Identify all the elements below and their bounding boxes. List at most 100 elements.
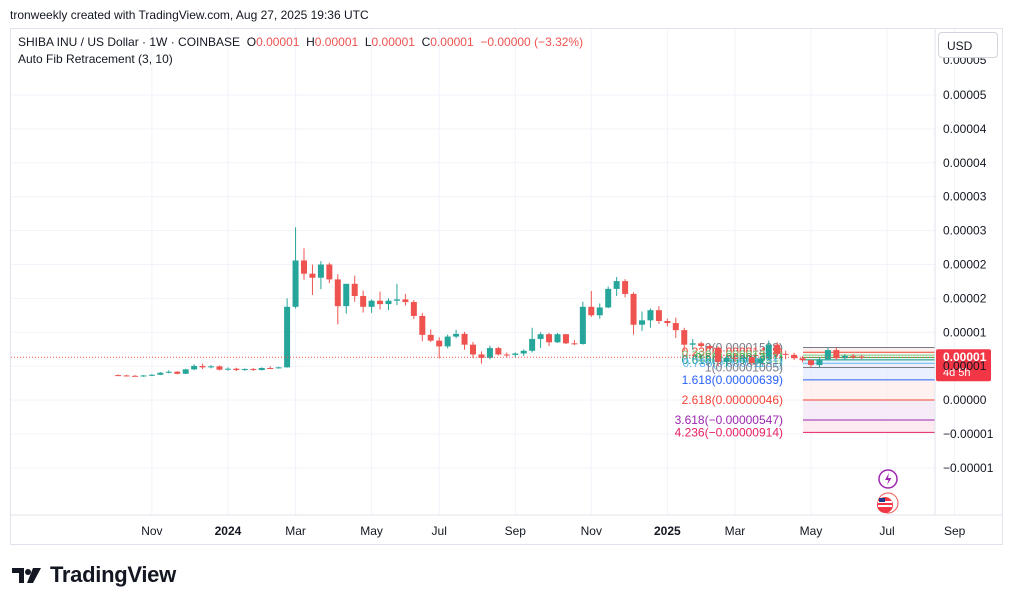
candle[interactable]: [740, 354, 747, 364]
candle[interactable]: [537, 332, 544, 349]
candle[interactable]: [765, 340, 772, 360]
candle[interactable]: [250, 368, 257, 371]
candle[interactable]: [148, 374, 155, 377]
candle[interactable]: [410, 300, 417, 319]
candle[interactable]: [427, 329, 434, 342]
candle[interactable]: [123, 374, 130, 377]
candle[interactable]: [368, 299, 375, 313]
candle[interactable]: [529, 327, 536, 353]
candle[interactable]: [512, 352, 519, 358]
candle[interactable]: [748, 355, 755, 365]
candle[interactable]: [326, 262, 333, 284]
candle[interactable]: [258, 367, 265, 371]
candle[interactable]: [706, 344, 713, 350]
candle-body: [402, 299, 409, 303]
candle[interactable]: [385, 298, 392, 311]
candle[interactable]: [655, 306, 662, 324]
candle-body: [799, 358, 806, 361]
candle-body: [833, 350, 840, 359]
currency-button[interactable]: USD: [938, 32, 998, 58]
candle[interactable]: [165, 370, 172, 374]
candle[interactable]: [757, 356, 764, 367]
candle[interactable]: [224, 367, 231, 371]
candle[interactable]: [816, 357, 823, 368]
candle[interactable]: [393, 283, 400, 306]
candle[interactable]: [140, 375, 147, 377]
tradingview-logo[interactable]: TradingView: [12, 562, 176, 588]
candle[interactable]: [639, 311, 645, 331]
candle[interactable]: [850, 354, 857, 359]
candle[interactable]: [360, 290, 367, 313]
candle[interactable]: [275, 366, 282, 369]
candle[interactable]: [301, 248, 307, 280]
candle[interactable]: [436, 337, 443, 359]
candle[interactable]: [782, 350, 789, 360]
candle[interactable]: [284, 298, 291, 368]
dividend-event-icon[interactable]: [878, 469, 898, 489]
candle[interactable]: [554, 332, 561, 343]
candle[interactable]: [402, 293, 409, 306]
symbol-name[interactable]: SHIBA INU / US Dollar · 1W · COINBASE: [18, 35, 241, 49]
candle[interactable]: [419, 312, 426, 342]
candle[interactable]: [317, 261, 324, 290]
candle[interactable]: [444, 334, 451, 349]
candle[interactable]: [182, 368, 189, 375]
candle[interactable]: [579, 301, 586, 345]
candle[interactable]: [605, 286, 612, 309]
candle[interactable]: [377, 291, 384, 310]
candle[interactable]: [824, 347, 831, 361]
candle[interactable]: [478, 351, 485, 364]
candle[interactable]: [571, 339, 578, 346]
candle[interactable]: [791, 352, 798, 360]
candle[interactable]: [486, 345, 493, 360]
candle[interactable]: [199, 363, 206, 370]
indicator-legend[interactable]: Auto Fib Retracement (3, 10): [18, 52, 173, 66]
candle[interactable]: [630, 292, 637, 335]
candle[interactable]: [689, 338, 696, 350]
candle[interactable]: [841, 354, 848, 361]
candle[interactable]: [596, 303, 603, 319]
candle[interactable]: [309, 264, 316, 295]
candle[interactable]: [799, 356, 806, 363]
candle[interactable]: [698, 341, 705, 348]
candle[interactable]: [622, 279, 629, 298]
candle[interactable]: [681, 327, 688, 351]
candle[interactable]: [174, 371, 181, 375]
candle[interactable]: [808, 359, 814, 368]
candle[interactable]: [833, 347, 840, 361]
candle[interactable]: [343, 283, 350, 314]
us-flag-icon[interactable]: [877, 492, 899, 514]
candle[interactable]: [520, 349, 527, 356]
candle[interactable]: [503, 352, 510, 358]
candle[interactable]: [774, 342, 781, 357]
candle[interactable]: [453, 329, 460, 339]
candle[interactable]: [858, 354, 865, 360]
candle[interactable]: [461, 331, 468, 350]
candle[interactable]: [115, 374, 122, 377]
candle[interactable]: [208, 364, 215, 369]
candle[interactable]: [723, 356, 730, 368]
candle-body: [317, 264, 324, 278]
price-tick-label: −0.00001: [943, 427, 994, 441]
candle[interactable]: [613, 277, 620, 296]
candle[interactable]: [267, 366, 274, 370]
candle[interactable]: [546, 332, 553, 347]
candle[interactable]: [233, 367, 240, 372]
candle[interactable]: [216, 365, 223, 371]
candle[interactable]: [157, 372, 164, 376]
candle[interactable]: [351, 275, 358, 302]
candle[interactable]: [191, 364, 198, 371]
candle[interactable]: [647, 308, 654, 328]
candle[interactable]: [588, 290, 595, 317]
candle[interactable]: [292, 227, 299, 309]
candle[interactable]: [334, 274, 341, 325]
candle[interactable]: [664, 318, 671, 327]
candle[interactable]: [672, 317, 679, 338]
candle[interactable]: [470, 341, 476, 359]
candle[interactable]: [132, 375, 138, 377]
candle[interactable]: [715, 346, 722, 367]
candle[interactable]: [241, 368, 248, 371]
candle[interactable]: [495, 346, 502, 356]
candle[interactable]: [562, 333, 569, 345]
